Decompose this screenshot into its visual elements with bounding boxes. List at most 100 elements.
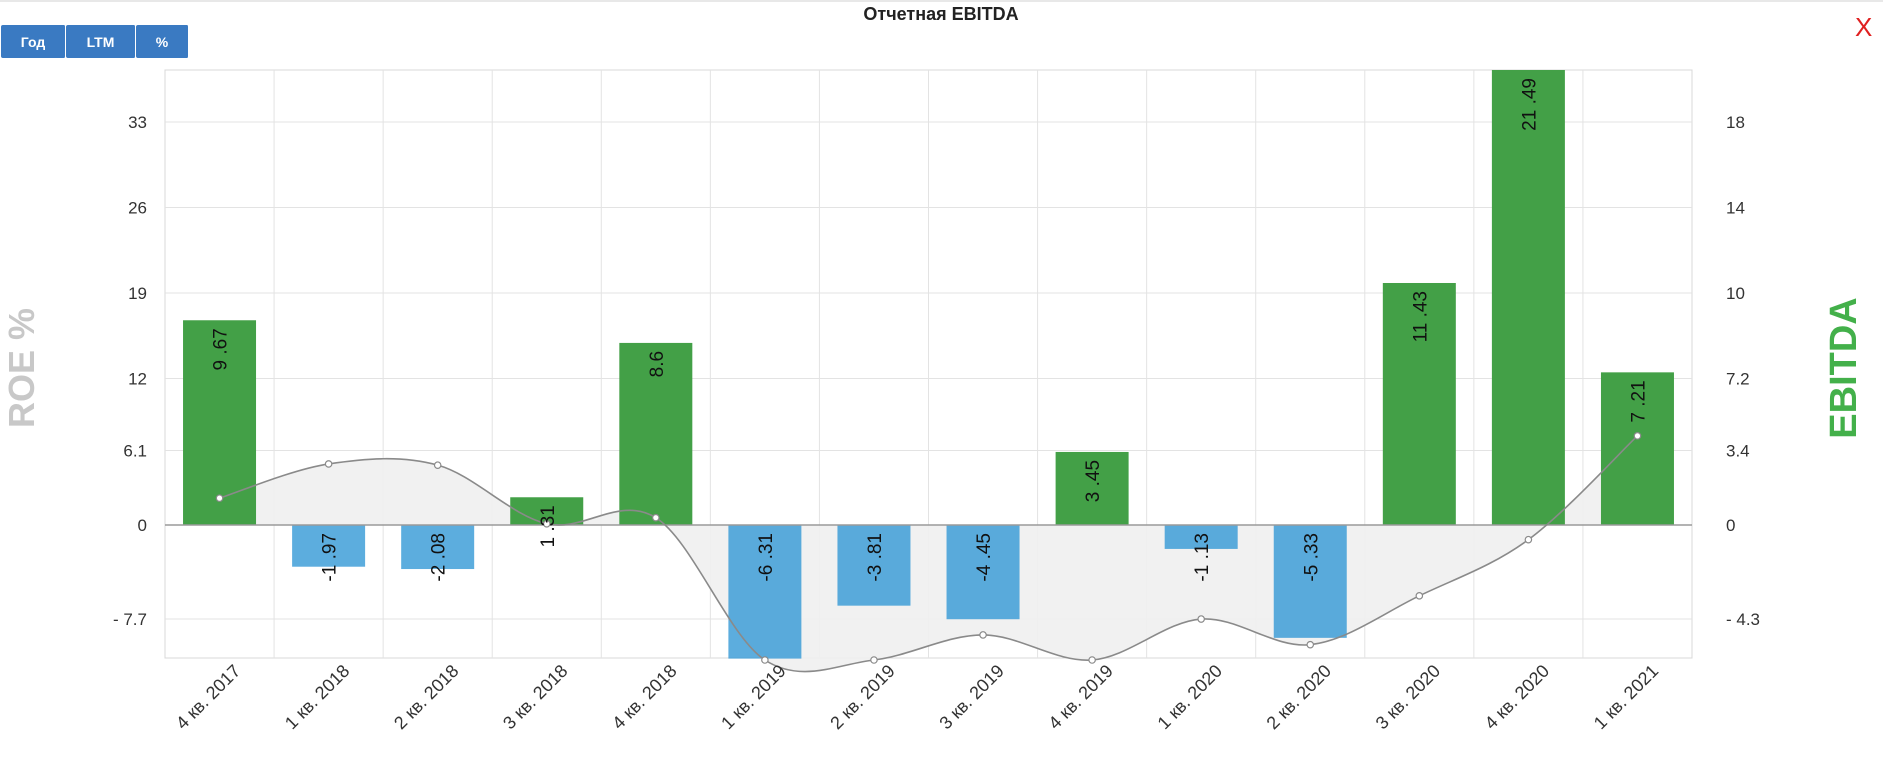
bar-data-label-group: -1 .13 <box>1192 533 1213 582</box>
bar-data-label: 9 .67 <box>211 328 232 370</box>
x-tick-label-group: 1 кв. 2018 <box>281 661 353 733</box>
ebitda-bar <box>401 525 475 570</box>
x-tick-label-group: 4 кв. 2019 <box>1044 661 1116 733</box>
right-axis-title-group: EBITDA <box>1823 297 1865 438</box>
right-tick-label: - 4.3 <box>1726 610 1760 629</box>
left-tick-label: 0 <box>138 516 147 535</box>
ebitda-bar <box>1382 282 1456 525</box>
bar-data-label-group: 21 .49 <box>1519 78 1540 131</box>
bar-data-label-group: 8.6 <box>647 351 668 377</box>
right-tick-label: 3.4 <box>1726 442 1750 461</box>
period-toggle-group: Год LTM % <box>1 25 189 58</box>
right-tick-label: 10 <box>1726 284 1745 303</box>
roe-point <box>433 461 442 469</box>
roe-point <box>215 494 224 502</box>
x-tick-label-group: 3 кв. 2018 <box>499 661 571 733</box>
x-tick-label: 1 кв. 2020 <box>1154 661 1226 733</box>
ltm-button[interactable]: LTM <box>66 25 136 58</box>
left-tick-label: 6.1 <box>123 442 147 461</box>
roe-point <box>1415 592 1424 600</box>
x-tick-label: 1 кв. 2018 <box>281 661 353 733</box>
x-tick-label: 2 кв. 2019 <box>826 661 898 733</box>
roe-point <box>761 656 769 664</box>
chart-title: Отчетная EBITDA <box>863 4 1018 24</box>
x-tick-label-group: 1 кв. 2020 <box>1154 661 1226 733</box>
x-tick-label: 3 кв. 2020 <box>1372 661 1444 733</box>
roe-point <box>1633 432 1642 440</box>
x-tick-label: 4 кв. 2020 <box>1481 661 1553 733</box>
left-tick-label: 33 <box>128 113 147 132</box>
ebitda-bar <box>1164 525 1238 549</box>
ebitda-bar <box>183 320 257 525</box>
roe-point <box>1197 615 1205 623</box>
top-divider <box>0 0 1883 2</box>
left-axis-title: ROE % <box>1 308 42 428</box>
bar-data-label-group: -1 .97 <box>320 533 341 582</box>
bar-data-label: 3 .45 <box>1083 460 1104 502</box>
bar-data-label: -5 .33 <box>1301 533 1322 582</box>
bar-data-label: -1 .97 <box>320 533 341 582</box>
bar-data-label-group: 3 .45 <box>1083 460 1104 502</box>
left-tick-label: - 7.7 <box>113 610 147 629</box>
roe-point <box>870 656 878 664</box>
bar-data-label-group: 11 .43 <box>1410 291 1431 342</box>
roe-point <box>542 519 551 528</box>
bar-data-label-group: -6 .31 <box>756 533 777 582</box>
right-tick-label: 7.2 <box>1726 369 1750 388</box>
ebitda-bar <box>837 525 911 606</box>
x-tick-label-group: 4 кв. 2018 <box>608 661 680 733</box>
ebitda-bar <box>728 525 802 659</box>
x-tick-label-group: 4 кв. 2017 <box>172 661 244 733</box>
bar-data-label-group: -5 .33 <box>1301 533 1322 582</box>
x-tick-label: 4 кв. 2019 <box>1044 661 1116 733</box>
x-tick-label: 4 кв. 2018 <box>608 661 680 733</box>
bar-data-label-group: 9 .67 <box>211 328 232 370</box>
right-axis-title: EBITDA <box>1823 297 1865 438</box>
ebitda-bar <box>1273 525 1347 638</box>
right-tick-label: 18 <box>1726 113 1745 132</box>
bar-data-label: -3 .81 <box>865 533 886 582</box>
x-tick-label-group: 2 кв. 2019 <box>826 661 898 733</box>
bar-data-label-group: -2 .08 <box>429 533 450 582</box>
bar-data-label: 8.6 <box>647 351 668 377</box>
x-tick-label: 1 кв. 2019 <box>717 661 789 733</box>
left-tick-label: 19 <box>128 284 147 303</box>
x-tick-label-group: 3 кв. 2020 <box>1372 661 1444 733</box>
ebitda-bar <box>292 525 366 567</box>
x-tick-label-group: 1 кв. 2019 <box>717 661 789 733</box>
right-tick-label: 14 <box>1726 198 1745 217</box>
bar-data-label: -2 .08 <box>429 533 450 582</box>
bar-data-label: 11 .43 <box>1410 291 1431 342</box>
roe-point <box>1088 656 1096 664</box>
x-tick-label: 2 кв. 2018 <box>390 661 462 733</box>
roe-point <box>1306 640 1315 649</box>
ebitda-bar <box>619 342 693 525</box>
x-tick-label-group: 1 кв. 2021 <box>1590 661 1662 733</box>
roe-point <box>324 460 333 468</box>
bar-data-label: 7 .21 <box>1628 380 1649 422</box>
percent-button[interactable]: % <box>136 25 189 58</box>
left-tick-label: 12 <box>128 369 147 388</box>
roe-point <box>652 513 660 522</box>
x-tick-label-group: 4 кв. 2020 <box>1481 661 1553 733</box>
left-tick-label: 26 <box>128 198 147 217</box>
year-button[interactable]: Год <box>1 25 66 58</box>
ebitda-bar <box>1055 451 1129 525</box>
bar-data-label: -6 .31 <box>756 533 777 582</box>
x-tick-label: 2 кв. 2020 <box>1263 661 1335 733</box>
bar-data-label: 1 .31 <box>538 505 559 547</box>
x-tick-label: 3 кв. 2018 <box>499 661 571 733</box>
ebitda-bar <box>1600 372 1674 525</box>
bar-data-label-group: -4 .45 <box>974 533 995 582</box>
ebitda-bar <box>946 525 1020 620</box>
ebitda-bar <box>1491 70 1565 525</box>
bar-data-label: -1 .13 <box>1192 533 1213 582</box>
x-tick-label: 1 кв. 2021 <box>1590 661 1662 733</box>
x-tick-label: 4 кв. 2017 <box>172 661 244 733</box>
bar-data-label-group: -3 .81 <box>865 533 886 582</box>
bar-data-label: 21 .49 <box>1519 78 1540 131</box>
roe-point <box>1524 535 1533 544</box>
close-icon[interactable]: X <box>1855 12 1873 42</box>
x-tick-label-group: 2 кв. 2020 <box>1263 661 1335 733</box>
